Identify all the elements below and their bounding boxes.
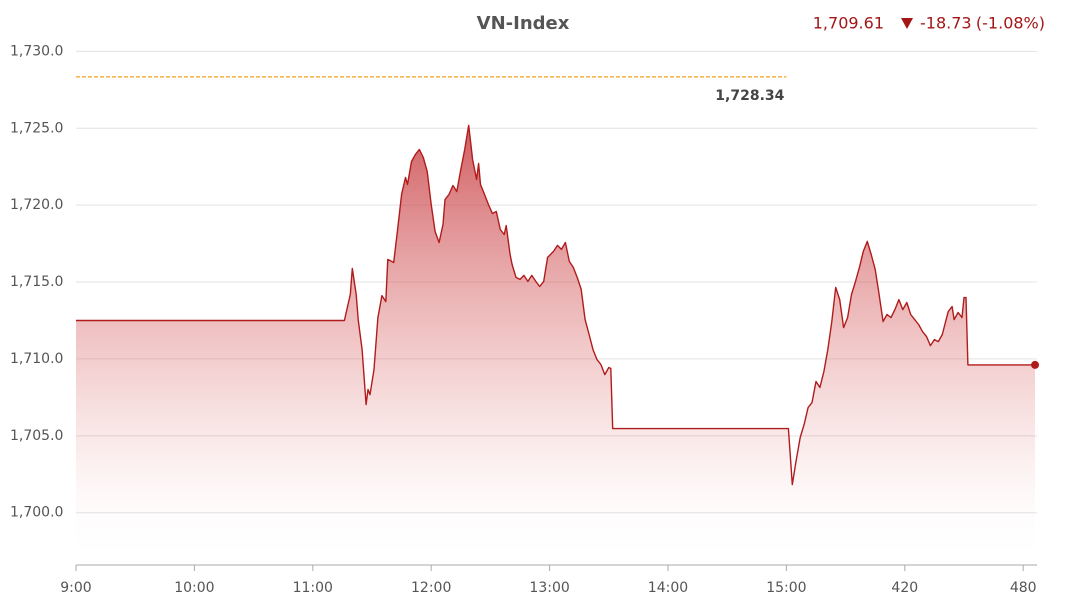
last-point [1031, 360, 1040, 369]
y-tick-label: 1,715.0 [10, 274, 63, 290]
change-value: -18.73 [920, 14, 972, 33]
x-tick-label: 9:00 [60, 580, 91, 596]
y-tick-label: 1,720.0 [10, 197, 63, 213]
y-tick-label: 1,730.0 [10, 43, 63, 59]
y-tick-label: 1,700.0 [10, 505, 63, 521]
x-tick-label: 10:00 [174, 580, 214, 596]
x-tick-label: 12:00 [411, 580, 451, 596]
y-tick-label: 1,705.0 [10, 428, 63, 444]
down-arrow [901, 18, 913, 29]
line [76, 124, 1035, 486]
plot-area: 1,700.0 1,705.0 1,710.0 1,715.0 1,720.0 1,725… [10, 43, 1040, 596]
x-tick-label: 420 [891, 580, 918, 596]
x-tick-label: 11:00 [293, 580, 333, 596]
change-percent: (-1.08%) [976, 14, 1045, 33]
chart-title: VN-Index [477, 13, 570, 34]
area-fill [76, 125, 1035, 566]
reference-label: 1,728.34 [715, 88, 784, 104]
x-tick-label: 14:00 [648, 580, 688, 596]
y-tick-label: 1,710.0 [10, 351, 63, 367]
x-tick-label: 13:00 [529, 580, 569, 596]
last-value: 1,709.61 [813, 14, 884, 33]
x-tick-label: 480 [1010, 580, 1037, 596]
y-tick-label: 1,725.0 [10, 120, 63, 136]
x-tick-label: 15:00 [766, 580, 806, 596]
